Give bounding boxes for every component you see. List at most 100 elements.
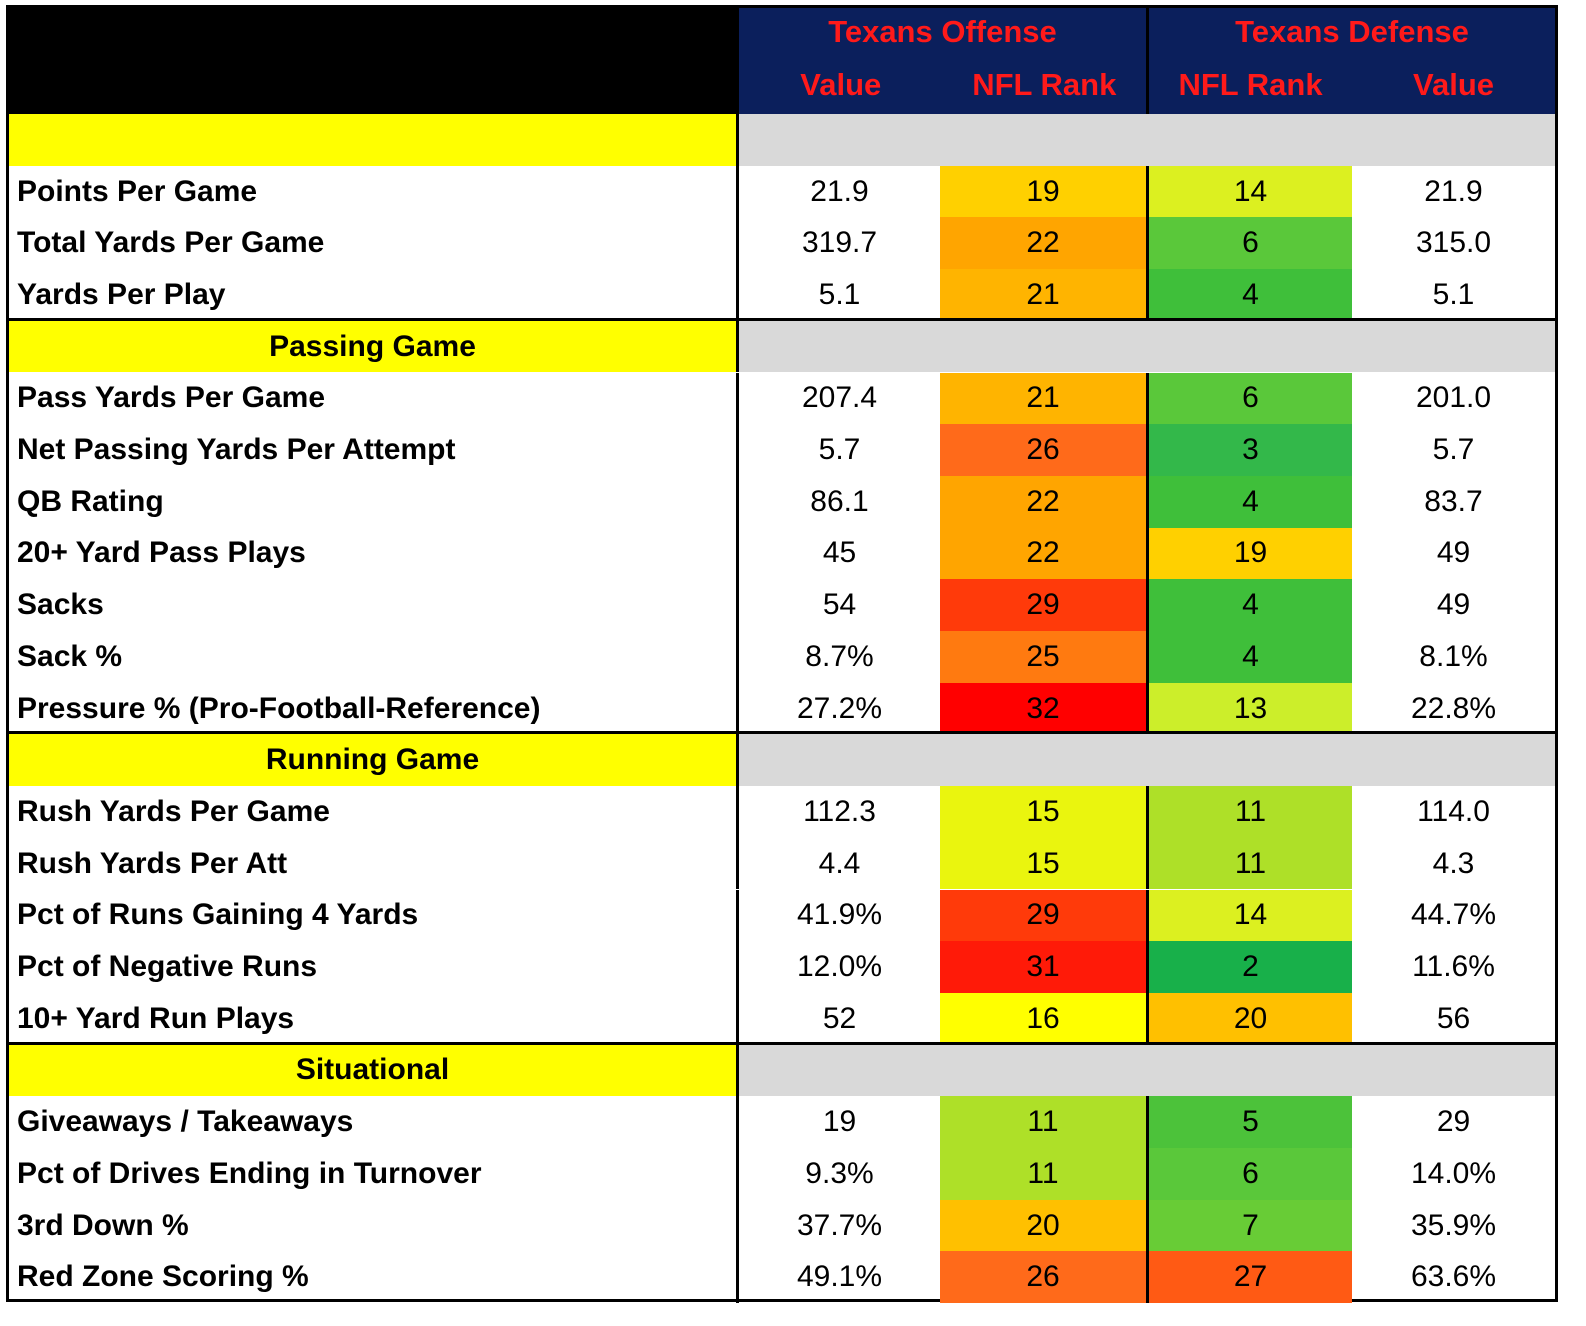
offense-value: 8.7% xyxy=(736,631,940,683)
offense-rank: 19 xyxy=(940,165,1146,218)
section-gray-band xyxy=(736,114,1555,166)
stat-label: Rush Yards Per Att xyxy=(17,846,288,880)
defense-rank: 4 xyxy=(1146,631,1352,683)
section-gray-band xyxy=(736,1044,1555,1097)
offense-rank: 29 xyxy=(940,889,1146,942)
offense-value: 54 xyxy=(736,579,940,631)
defense-value: 14.0% xyxy=(1410,1156,1497,1190)
defense-value: 11.6% xyxy=(1412,950,1495,984)
offense-value: 5.1 xyxy=(736,269,940,321)
table-row: 20+ Yard Pass Plays 45 22 19 49 xyxy=(9,527,1555,580)
offense-value: 21.9 xyxy=(736,165,940,218)
defense-rank: 13 xyxy=(1146,682,1352,735)
defense-value: 4.3 xyxy=(1432,846,1475,880)
defense-value: 114.0 xyxy=(1417,794,1490,828)
offense-rank: 15 xyxy=(940,837,1146,890)
offense-value: 86.1 xyxy=(736,475,940,528)
defense-value-header: Value xyxy=(1413,67,1494,102)
defense-value: 29 xyxy=(1436,1105,1471,1139)
defense-rank: 2 xyxy=(1146,941,1352,993)
table-header: Texans Offense Value NFL Rank Texans Def… xyxy=(9,8,1555,114)
offense-rank: 11 xyxy=(940,1148,1146,1200)
table-row: Rush Yards Per Att 4.4 15 11 4.3 xyxy=(9,837,1555,890)
defense-value: 5.7 xyxy=(1432,433,1475,467)
table-row: QB Rating 86.1 22 4 83.7 xyxy=(9,475,1555,528)
defense-rank: 4 xyxy=(1146,475,1352,528)
table-row: Total Yards Per Game 319.7 22 6 315.0 xyxy=(9,217,1555,270)
offense-value: 52 xyxy=(736,992,940,1045)
offense-value: 112.3 xyxy=(736,786,940,838)
table-row: Giveaways / Takeaways 19 11 5 29 xyxy=(9,1096,1555,1148)
offense-rank: 32 xyxy=(940,682,1146,735)
stat-label: Sack % xyxy=(17,639,123,673)
defense-rank: 5 xyxy=(1146,1096,1352,1148)
offense-rank: 20 xyxy=(940,1199,1146,1252)
table-row: Pass Yards Per Game 207.4 21 6 201.0 xyxy=(9,372,1555,425)
offense-rank: 21 xyxy=(940,269,1146,321)
defense-value: 49 xyxy=(1436,588,1471,622)
section-header-row: Situational xyxy=(9,1041,1555,1097)
section-title xyxy=(9,114,736,166)
table-row: Sack % 8.7% 25 4 8.1% xyxy=(9,631,1555,683)
offense-rank: 31 xyxy=(940,941,1146,993)
defense-value: 22.8% xyxy=(1410,691,1497,725)
offense-value: 45 xyxy=(736,527,940,580)
offense-value: 49.1% xyxy=(736,1251,940,1304)
stat-label: Pct of Negative Runs xyxy=(17,950,318,984)
stat-label: Points Per Game xyxy=(17,174,258,208)
defense-value: 49 xyxy=(1436,536,1471,570)
stat-label: Net Passing Yards Per Attempt xyxy=(17,433,456,467)
section-header-row: Running Game xyxy=(9,731,1555,787)
stat-label: 3rd Down % xyxy=(17,1208,189,1242)
stat-label: Pressure % (Pro-Football-Reference) xyxy=(17,691,541,725)
table-row: Pct of Drives Ending in Turnover 9.3% 11 6 1… xyxy=(9,1148,1555,1200)
offense-value: 19 xyxy=(736,1096,940,1148)
section-gray-band xyxy=(736,734,1555,787)
defense-value: 63.6% xyxy=(1410,1260,1497,1294)
table-row: 3rd Down % 37.7% 20 7 35.9% xyxy=(9,1199,1555,1252)
offense-rank: 11 xyxy=(940,1096,1146,1148)
defense-value: 21.9 xyxy=(1424,174,1483,208)
stat-label: QB Rating xyxy=(17,484,164,518)
stat-label: Pass Yards Per Game xyxy=(17,381,325,415)
defense-rank: 19 xyxy=(1146,527,1352,580)
offense-value: 9.3% xyxy=(736,1148,940,1200)
section-gray-band xyxy=(736,320,1555,373)
offense-rank: 22 xyxy=(940,217,1146,270)
table-row: Sacks 54 29 4 49 xyxy=(9,579,1555,631)
defense-rank: 14 xyxy=(1146,889,1352,942)
offense-value: 27.2% xyxy=(736,682,940,735)
table-row: Rush Yards Per Game 112.3 15 11 114.0 xyxy=(9,786,1555,838)
stat-label: Pct of Drives Ending in Turnover xyxy=(17,1156,482,1190)
header-blank xyxy=(9,8,736,114)
offense-rank: 29 xyxy=(940,579,1146,631)
stat-label: Giveaways / Takeaways xyxy=(17,1105,354,1139)
table-row: Pct of Runs Gaining 4 Yards 41.9% 29 14 44.7… xyxy=(9,889,1555,942)
offense-value: 4.4 xyxy=(736,837,940,890)
defense-value: 5.1 xyxy=(1432,277,1475,311)
stat-label: Rush Yards Per Game xyxy=(17,794,330,828)
offense-rank: 21 xyxy=(940,372,1146,425)
offense-value-header: Value xyxy=(800,67,882,102)
defense-value: 56 xyxy=(1436,1001,1471,1035)
defense-rank: 11 xyxy=(1146,786,1352,838)
offense-header: Texans Offense Value NFL Rank xyxy=(736,8,1146,114)
defense-value: 201.0 xyxy=(1415,381,1492,415)
offense-rank: 26 xyxy=(940,424,1146,476)
defense-value: 35.9% xyxy=(1410,1208,1497,1242)
defense-value: 44.7% xyxy=(1410,898,1497,932)
defense-value: 83.7 xyxy=(1424,484,1483,518)
stats-table: Texans Offense Value NFL Rank Texans Def… xyxy=(6,5,1558,1304)
stat-label: Pct of Runs Gaining 4 Yards xyxy=(17,898,419,932)
defense-value: 8.1% xyxy=(1419,639,1488,673)
offense-rank-header: NFL Rank xyxy=(972,67,1117,102)
defense-rank-header: NFL Rank xyxy=(1178,67,1323,102)
offense-title: Texans Offense xyxy=(828,14,1057,49)
offense-value: 319.7 xyxy=(736,217,940,270)
defense-title: Texans Defense xyxy=(1235,14,1469,49)
defense-rank: 7 xyxy=(1146,1199,1352,1252)
defense-rank: 6 xyxy=(1146,1148,1352,1200)
stat-label: 20+ Yard Pass Plays xyxy=(17,536,306,570)
defense-rank: 11 xyxy=(1146,837,1352,890)
offense-rank: 25 xyxy=(940,631,1146,683)
